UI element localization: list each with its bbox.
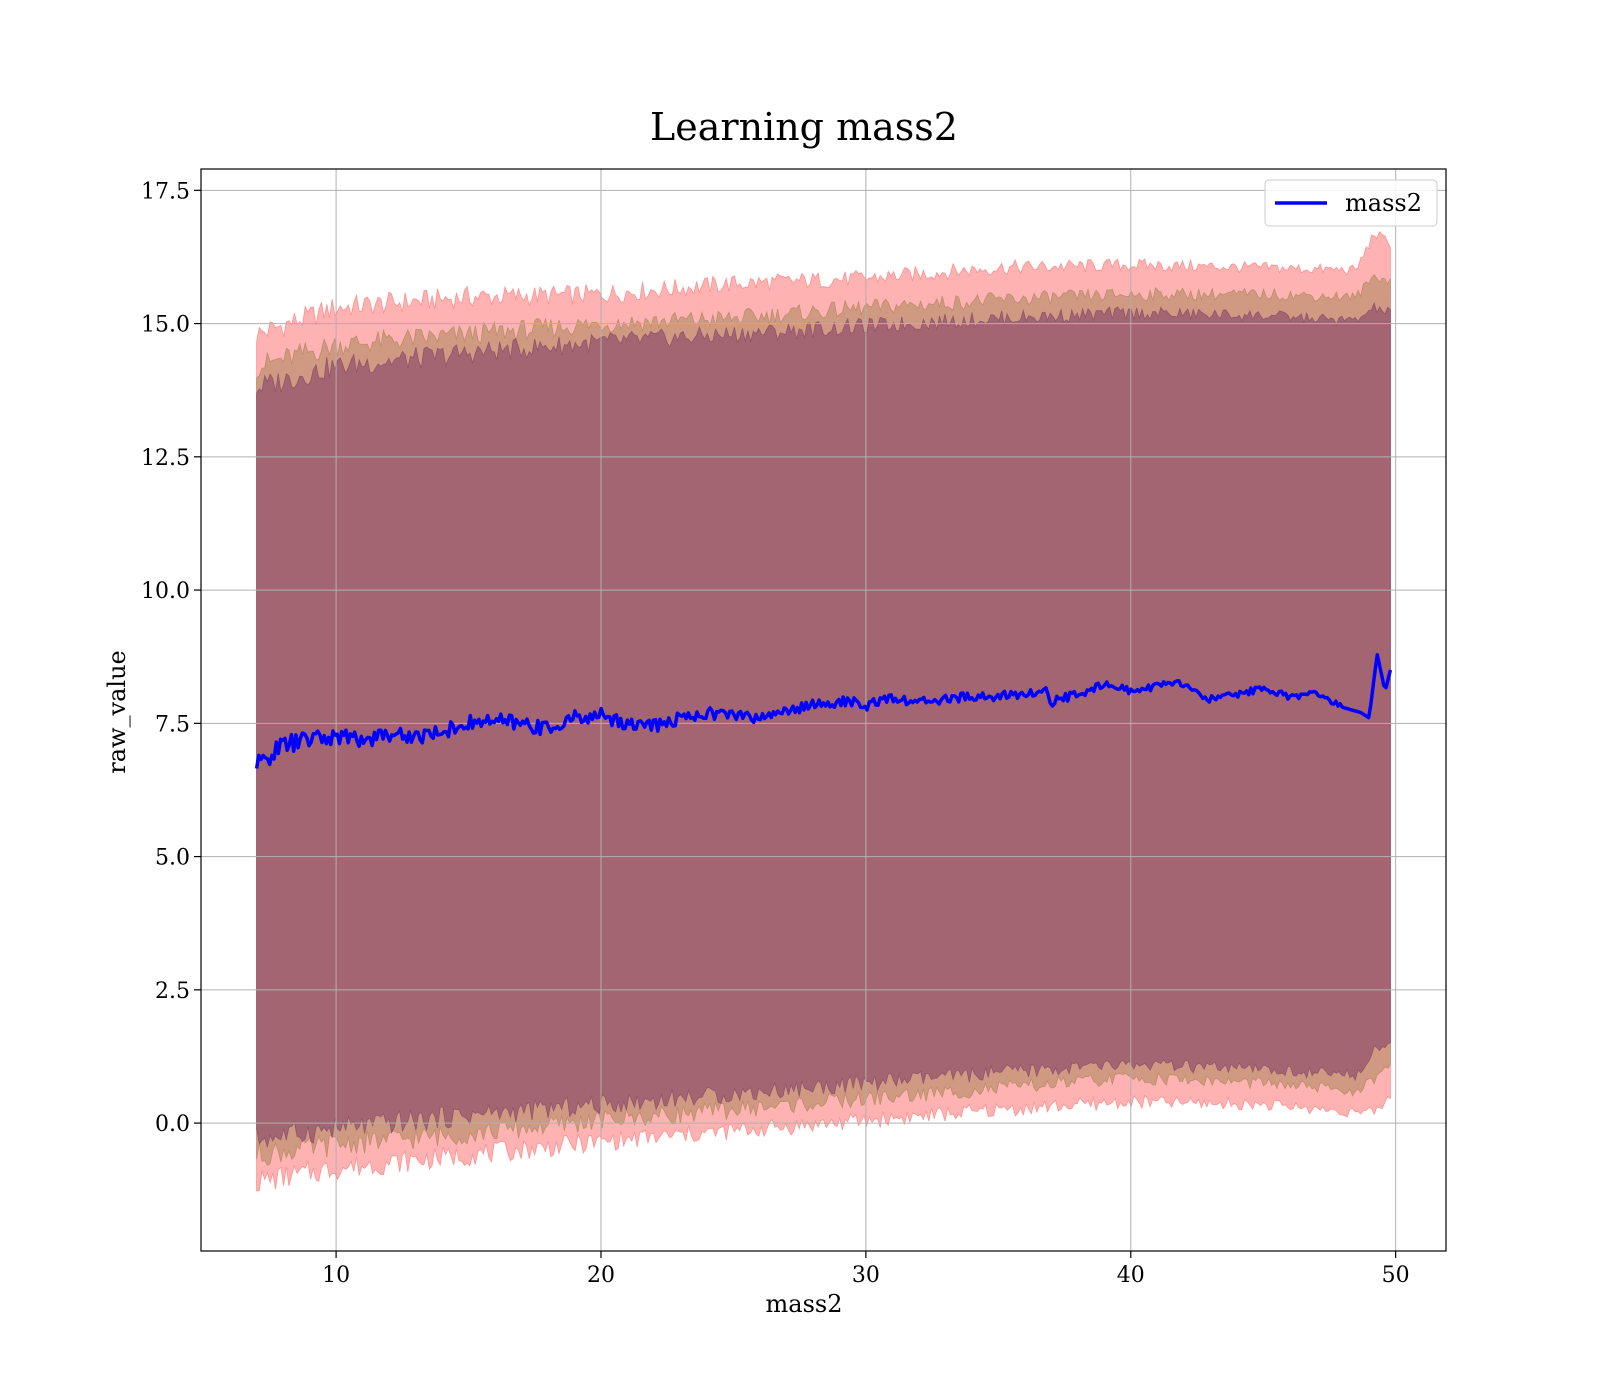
plot-area <box>200 168 1447 1252</box>
x-tick-label: 10 <box>322 1263 350 1288</box>
y-axis-label: raw_value <box>103 650 131 774</box>
y-tick-label: 7.5 <box>155 712 190 737</box>
x-tick-label: 20 <box>587 1263 615 1288</box>
legend-box <box>1264 179 1438 227</box>
y-tick-label: 2.5 <box>155 979 190 1004</box>
legend-label-mass2: mass2 <box>1345 189 1422 217</box>
y-tick-label: 0.0 <box>155 1112 190 1137</box>
series-line-mass2 <box>254 653 1393 769</box>
y-tick-label: 5.0 <box>155 846 190 871</box>
grid-layer <box>201 169 1446 1251</box>
y-tick-label: 12.5 <box>141 446 190 471</box>
bands-layer <box>256 230 1391 1192</box>
x-tick-label: 50 <box>1382 1263 1410 1288</box>
x-axis: 10 20 30 40 50 <box>322 1251 1410 1288</box>
legend: mass2 <box>1264 179 1438 227</box>
y-tick-label: 10.0 <box>141 579 190 604</box>
x-tick-label: 40 <box>1117 1263 1145 1288</box>
plot-frame <box>200 168 1447 1252</box>
y-tick-label: 17.5 <box>141 179 190 204</box>
x-axis-label: mass2 <box>766 1290 843 1318</box>
series-layer <box>254 653 1393 769</box>
band-inner <box>256 301 1391 1148</box>
y-tick-label: 15.0 <box>141 313 190 338</box>
x-tick-label: 30 <box>852 1263 880 1288</box>
chart-title: Learning mass2 <box>650 105 958 149</box>
y-axis: 0.0 2.5 5.0 7.5 10.0 12.5 15.0 17.5 <box>141 179 201 1137</box>
